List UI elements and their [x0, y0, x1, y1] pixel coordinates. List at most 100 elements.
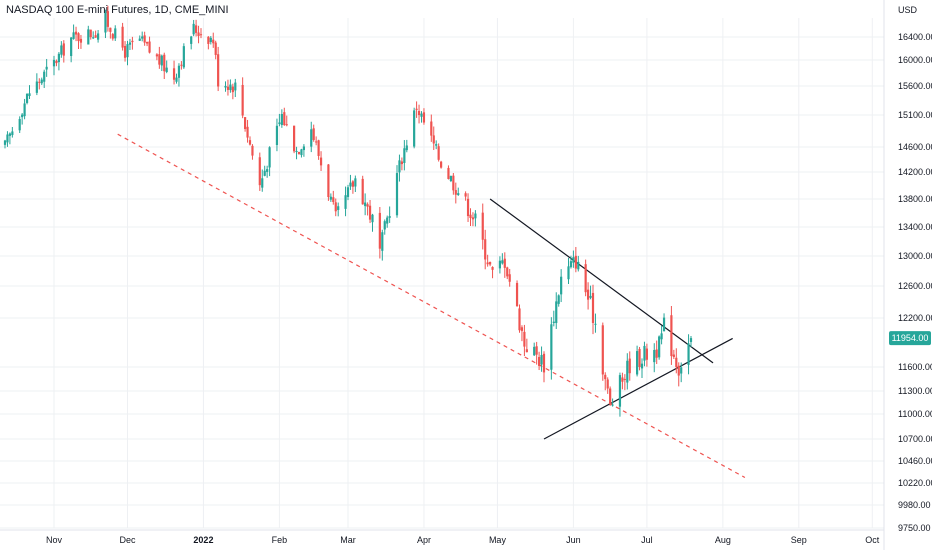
candle-up: [97, 33, 100, 40]
candle-up: [560, 276, 563, 295]
candle-down: [248, 140, 252, 145]
candle-up: [160, 55, 163, 66]
candle-down: [621, 377, 624, 382]
candle-up: [177, 65, 181, 78]
time-tick-label: 2022: [193, 535, 213, 545]
candle-up: [555, 301, 558, 324]
candle-down: [109, 27, 112, 32]
candle-up: [557, 295, 560, 304]
price-tick-label: 15100.00: [898, 110, 932, 120]
candle-down: [484, 239, 487, 260]
time-axis[interactable]: Nov Dec 2022 Feb Mar Apr May Jun Jul Aug Sep Oct: [0, 529, 884, 545]
candle-down: [417, 110, 421, 116]
candle-down: [584, 264, 587, 293]
candle-up: [92, 37, 95, 39]
candle-down: [312, 128, 315, 140]
candle-up: [60, 45, 63, 55]
price-tick-label: 15600.00: [898, 81, 932, 91]
candle-down: [655, 349, 658, 358]
candle-down: [217, 54, 220, 87]
time-tick-label: Feb: [272, 535, 288, 545]
candle-down: [241, 84, 244, 116]
candle-down: [415, 108, 418, 110]
candle-up: [104, 12, 107, 33]
candle-down: [675, 357, 678, 368]
candle-up: [57, 53, 60, 63]
candle-down: [327, 164, 330, 198]
candle-down: [297, 151, 301, 154]
candle-down: [332, 197, 335, 203]
candle-up: [552, 321, 555, 323]
candle-down: [199, 34, 203, 36]
candle-up: [662, 317, 666, 332]
candle-down: [471, 217, 475, 220]
candle-down: [591, 292, 595, 323]
price-tick-label: 13000.00: [898, 251, 932, 261]
currency-label: USD: [898, 5, 918, 15]
candle-down: [207, 36, 210, 44]
candle-down: [172, 68, 176, 80]
candle-up: [40, 79, 43, 84]
candle-up: [611, 404, 614, 406]
candle-up: [295, 150, 298, 152]
candle-up: [234, 82, 237, 91]
candle-up: [589, 295, 592, 298]
candle-up: [572, 257, 575, 263]
price-tick-label: 12200.00: [898, 313, 932, 323]
price-tick-label: 16400.00: [898, 32, 932, 42]
price-axis[interactable]: USD 16400.00 16000.00 15600.00 15100.00 1460…: [883, 0, 932, 550]
triangle-lower-trendline[interactable]: [543, 337, 733, 440]
candle-down: [677, 365, 680, 376]
candle-down: [146, 41, 149, 44]
candle-up: [405, 145, 408, 151]
candle-up: [72, 32, 75, 39]
candle-down: [508, 274, 511, 282]
candle-up: [138, 38, 141, 41]
candle-down: [283, 112, 286, 126]
candle-up: [224, 85, 227, 88]
candle-up: [35, 81, 38, 93]
candle-up: [658, 336, 661, 358]
candle-up: [540, 355, 543, 365]
candle-down: [447, 167, 450, 179]
candle-down: [601, 325, 604, 375]
dashed-support-line[interactable]: [117, 133, 746, 479]
candle-up: [23, 103, 26, 117]
candle-down: [106, 11, 109, 27]
candle-down: [525, 349, 528, 353]
candle-up: [618, 375, 622, 407]
price-tick-label: 11600.00: [898, 362, 932, 372]
candle-up: [52, 59, 56, 67]
triangle-upper-trendline[interactable]: [489, 198, 714, 364]
price-tick-label: 16000.00: [898, 55, 932, 65]
candle-up: [280, 114, 283, 125]
candle-down: [155, 54, 158, 57]
candle-up: [302, 146, 305, 151]
candle-up: [11, 131, 14, 136]
candle-up: [577, 261, 580, 270]
candle-up: [474, 213, 477, 219]
candle-down: [440, 161, 443, 168]
candle-down: [422, 112, 426, 123]
price-tick-label: 14600.00: [898, 142, 932, 152]
candle-down: [258, 157, 261, 186]
candle-up: [128, 42, 132, 45]
candle-up: [636, 351, 639, 375]
candle-down: [638, 348, 641, 368]
candle-down: [143, 35, 146, 43]
candle-up: [413, 110, 416, 147]
candle-down: [645, 348, 648, 360]
candle-down: [148, 41, 151, 53]
time-tick-label: Apr: [417, 535, 431, 545]
candle-down: [131, 40, 134, 43]
candle-up: [300, 149, 303, 156]
candle-up: [8, 133, 11, 136]
candle-down: [334, 202, 337, 212]
candle-up: [25, 93, 29, 103]
candle-down: [542, 353, 546, 373]
candle-down: [231, 86, 234, 93]
candle-up: [190, 36, 193, 44]
candle-down: [319, 157, 323, 166]
